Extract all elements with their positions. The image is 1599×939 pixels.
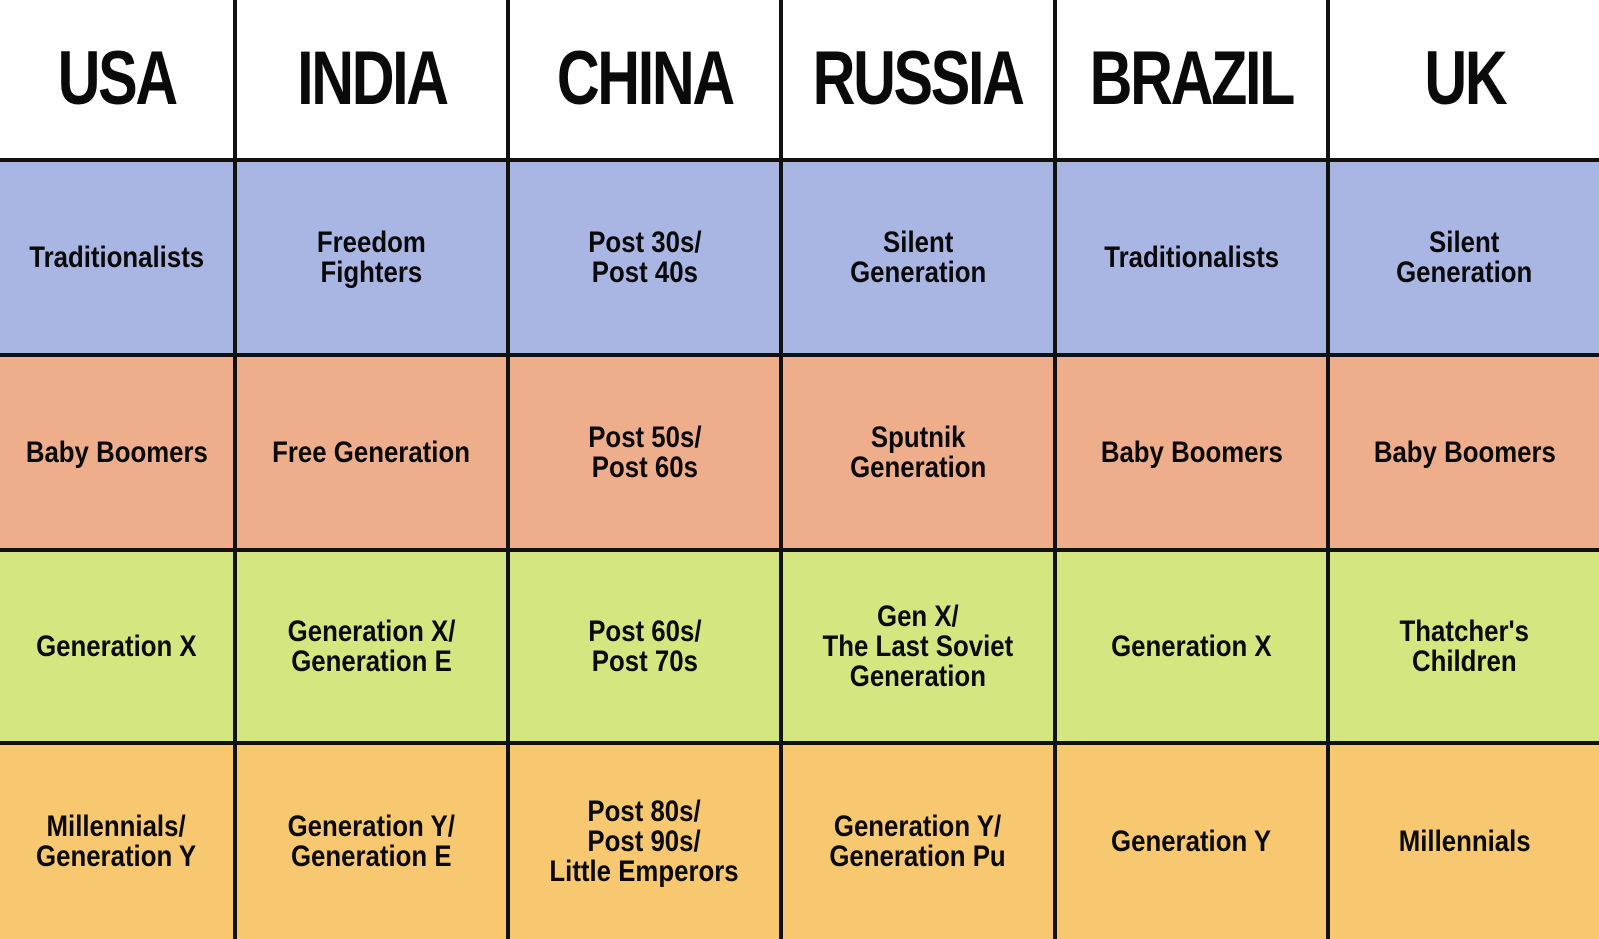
cell-text: Post 50s/ Post 60s — [587, 420, 702, 484]
table-cell: Post 60s/ Post 70s — [510, 552, 783, 745]
table-cell: Sputnik Generation — [783, 357, 1057, 552]
column-header-uk: UK — [1330, 0, 1599, 162]
table-cell: Silent Generation — [783, 162, 1057, 357]
cell-text: Free Generation — [272, 435, 471, 469]
table-cell: Generation Y/ Generation Pu — [783, 745, 1057, 939]
table-cell: Baby Boomers — [1330, 357, 1599, 552]
table-cell: Traditionalists — [1057, 162, 1330, 357]
table-cell: Millennials — [1330, 745, 1599, 939]
table-cell: Generation X — [0, 552, 237, 745]
column-header-label: UK — [1424, 36, 1507, 121]
column-header-brazil: BRAZIL — [1057, 0, 1330, 162]
cell-text: Generation Y — [1111, 825, 1272, 858]
cell-text: Generation X/ Generation E — [287, 614, 456, 678]
cell-text: Millennials — [1398, 825, 1531, 858]
cell-text: Gen X/ The Last Soviet Generation — [822, 599, 1014, 693]
cell-text: Silent Generation — [1396, 225, 1533, 289]
table-cell: Post 50s/ Post 60s — [510, 357, 783, 552]
table-cell: Freedom Fighters — [237, 162, 510, 357]
cell-text: Millennials/ Generation Y — [36, 810, 197, 873]
table-cell: Baby Boomers — [1057, 357, 1330, 552]
column-header-india: INDIA — [237, 0, 510, 162]
column-header-usa: USA — [0, 0, 237, 162]
cell-text: Traditionalists — [29, 240, 204, 274]
cell-text: Generation Y/ Generation E — [287, 810, 456, 873]
cell-text: Post 30s/ Post 40s — [587, 225, 702, 289]
column-header-label: USA — [57, 36, 177, 121]
column-header-russia: RUSSIA — [783, 0, 1057, 162]
column-header-label: INDIA — [296, 36, 449, 121]
table-cell: Generation Y/ Generation E — [237, 745, 510, 939]
cell-text: Baby Boomers — [25, 435, 208, 469]
table-cell: Free Generation — [237, 357, 510, 552]
cell-text: Sputnik Generation — [849, 420, 987, 484]
table-cell: Gen X/ The Last Soviet Generation — [783, 552, 1057, 745]
cell-text: Post 60s/ Post 70s — [587, 614, 702, 678]
cell-text: Traditionalists — [1104, 240, 1279, 274]
column-header-label: RUSSIA — [813, 36, 1025, 121]
cell-text: Silent Generation — [849, 225, 987, 289]
table-cell: Generation Y — [1057, 745, 1330, 939]
table-cell: Silent Generation — [1330, 162, 1599, 357]
cell-text: Baby Boomers — [1100, 435, 1283, 469]
cell-text: Post 80s/ Post 90s/ Little Emperors — [549, 795, 740, 888]
cell-text: Generation Y/ Generation Pu — [829, 810, 1007, 873]
table-cell: Post 30s/ Post 40s — [510, 162, 783, 357]
cell-text: Baby Boomers — [1373, 435, 1556, 469]
table-cell: Post 80s/ Post 90s/ Little Emperors — [510, 745, 783, 939]
table-cell: Millennials/ Generation Y — [0, 745, 237, 939]
table-cell: Generation X/ Generation E — [237, 552, 510, 745]
cell-text: Freedom Fighters — [317, 225, 426, 289]
column-header-label: BRAZIL — [1089, 36, 1296, 121]
table-cell: Baby Boomers — [0, 357, 237, 552]
table-cell: Thatcher's Children — [1330, 552, 1599, 745]
table-cell: Traditionalists — [0, 162, 237, 357]
cell-text: Generation X — [1111, 629, 1272, 663]
column-header-china: CHINA — [510, 0, 783, 162]
column-header-label: CHINA — [556, 36, 734, 121]
table-cell: Generation X — [1057, 552, 1330, 745]
cell-text: Generation X — [36, 629, 197, 663]
cell-text: Thatcher's Children — [1399, 614, 1530, 678]
